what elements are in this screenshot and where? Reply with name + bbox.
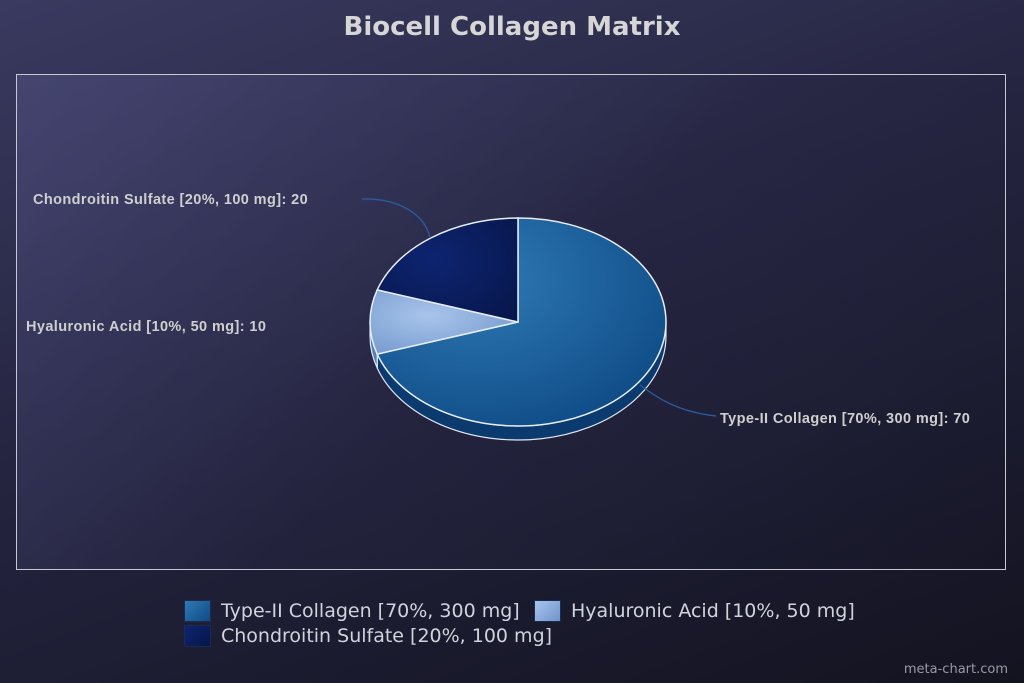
legend-item-type-ii[interactable]: Type-II Collagen [70%, 300 mg] — [184, 600, 520, 622]
pie-slice-chondroitin[interactable] — [376, 217, 519, 323]
legend-item-chondroitin[interactable]: Chondroitin Sulfate [20%, 100 mg] — [184, 625, 552, 647]
legend-swatch-chondroitin — [184, 625, 211, 647]
credit-link[interactable]: meta-chart.com — [903, 662, 1008, 677]
legend: Type-II Collagen [70%, 300 mg] Hyaluroni… — [184, 600, 944, 652]
legend-swatch-type-ii — [184, 600, 211, 622]
slice-label-chondroitin: Chondroitin Sulfate [20%, 100 mg]: 20 — [33, 192, 308, 208]
leader-line-type-ii — [639, 384, 717, 417]
legend-swatch-hyaluronic — [534, 600, 561, 622]
leader-line-chondroitin — [361, 198, 431, 239]
legend-label-type-ii: Type-II Collagen [70%, 300 mg] — [221, 600, 520, 622]
chart-title: Biocell Collagen Matrix — [343, 12, 681, 42]
pie-slice-type-ii[interactable] — [376, 217, 667, 427]
legend-item-hyaluronic[interactable]: Hyaluronic Acid [10%, 50 mg] — [534, 600, 855, 622]
pie-slice-hyaluronic[interactable] — [369, 288, 519, 356]
legend-label-hyaluronic: Hyaluronic Acid [10%, 50 mg] — [571, 600, 855, 622]
legend-label-chondroitin: Chondroitin Sulfate [20%, 100 mg] — [221, 625, 553, 647]
slice-label-type-ii: Type-II Collagen [70%, 300 mg]: 70 — [720, 411, 970, 427]
slice-label-hyaluronic: Hyaluronic Acid [10%, 50 mg]: 10 — [26, 319, 266, 335]
